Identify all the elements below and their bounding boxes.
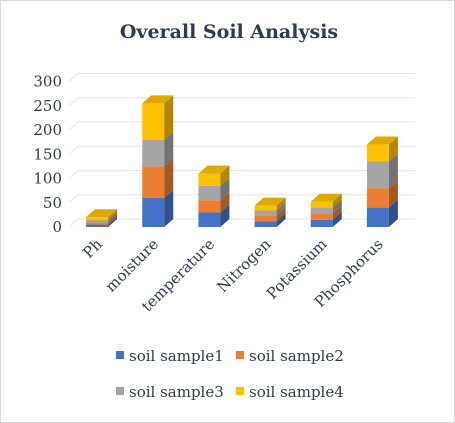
legend-swatch [236,351,244,359]
bar-segment [310,213,333,220]
bar-segment-side [164,131,174,167]
gridline-depth [68,73,79,82]
bar-segment [198,173,221,186]
legend-swatch [236,387,244,395]
bar-segment [310,207,333,214]
bar-segment-side [108,209,118,220]
bar-segment [310,201,333,208]
bar-segment [254,210,277,216]
gridline-depth [68,121,79,131]
x-axis-ticks: PhmoisturetemperatureNitrogenPotassiumPh… [79,235,387,315]
bar-segment-side [164,95,174,140]
bar-segment [366,161,389,189]
y-axis-ticks: 0 50 100 150 200 250 300 [33,73,62,237]
bar-segment-side [276,197,286,211]
bar-segment-side [220,177,230,201]
bar-stack-temperature [198,165,230,227]
bar-segment [366,188,389,208]
gridline-depth [68,218,79,228]
x-tick-label: Ph [79,235,106,262]
bar-segment [142,197,165,227]
bar-segment-side [108,216,118,227]
bar-segment [198,212,221,227]
bar-segment [198,200,221,213]
bar-segment-side [220,165,230,186]
legend-label: soil sample1 [129,347,224,365]
bar-segment-side [164,158,174,198]
legend: soil sample1 soil sample2 soil sample3 soil… [116,347,344,401]
bar-segment-top [142,95,174,104]
legend-label: soil sample3 [129,383,224,401]
y-tick-label: 300 [33,73,62,91]
bar-stack-moisture [142,95,174,227]
legend-label: soil sample2 [249,347,344,365]
bar-segment-top [366,136,398,145]
bar-segment [86,217,109,220]
bar-stack-potassium [310,193,342,227]
legend-swatch [116,351,124,359]
gridline-depth [68,170,79,179]
bar-segment [310,219,333,227]
bar-segment [254,215,277,222]
legend-swatch [116,387,124,395]
gridline-depth [68,145,79,155]
bar-segment [86,219,109,223]
bar-segment-side [332,211,342,227]
bar-segment-side [108,211,118,223]
legend-item: soil sample3 [116,383,224,401]
bar-segment-top [198,165,230,174]
y-tick-label: 100 [33,170,62,188]
bar-stack-phosphorus [366,136,398,227]
bar-segment [254,221,277,227]
bar-segment-side [388,199,398,227]
bar-segment-side [108,214,118,225]
bar-stack-ph [86,209,118,227]
bar-stack-nitrogen [254,197,286,227]
legend-item: soil sample1 [116,347,224,365]
gridlines [68,73,415,228]
bar-segment-side [332,199,342,214]
bar-segment [142,166,165,198]
bar-segment-side [388,136,398,162]
bar-segment [86,224,109,227]
bar-segment-side [388,180,398,208]
bar-segment [142,103,165,140]
bar-segment [366,207,389,227]
bar-segment [366,144,389,162]
gridline-depth [68,194,79,204]
bars [86,95,398,227]
y-tick-label: 250 [33,97,62,115]
y-tick-label: 0 [52,218,62,236]
y-tick-label: 200 [33,121,62,139]
bar-segment-side [276,202,286,216]
bar-segment [142,139,165,167]
gridline-depth [68,97,79,107]
bar-segment-side [220,204,230,227]
bar-segment-top [86,209,118,218]
bar-segment-top [310,193,342,202]
bar-segment-top [254,197,286,206]
bar-segment-side [276,207,286,222]
y-tick-label: 150 [33,145,62,163]
bar-segment-side [332,193,342,208]
y-tick-label: 50 [43,194,62,212]
bar-segment-side [220,192,230,213]
chart-title: Overall Soil Analysis [120,21,338,43]
bar-segment-side [276,213,286,227]
bar-segment-side [388,153,398,189]
legend-label: soil sample4 [249,383,344,401]
bar-segment-side [164,189,174,227]
bar-segment [198,185,221,201]
bar-segment [86,222,109,225]
legend-item: soil sample4 [236,383,344,401]
bar-segment-side [332,205,342,220]
bar-segment [254,205,277,211]
legend-item: soil sample2 [236,347,344,365]
